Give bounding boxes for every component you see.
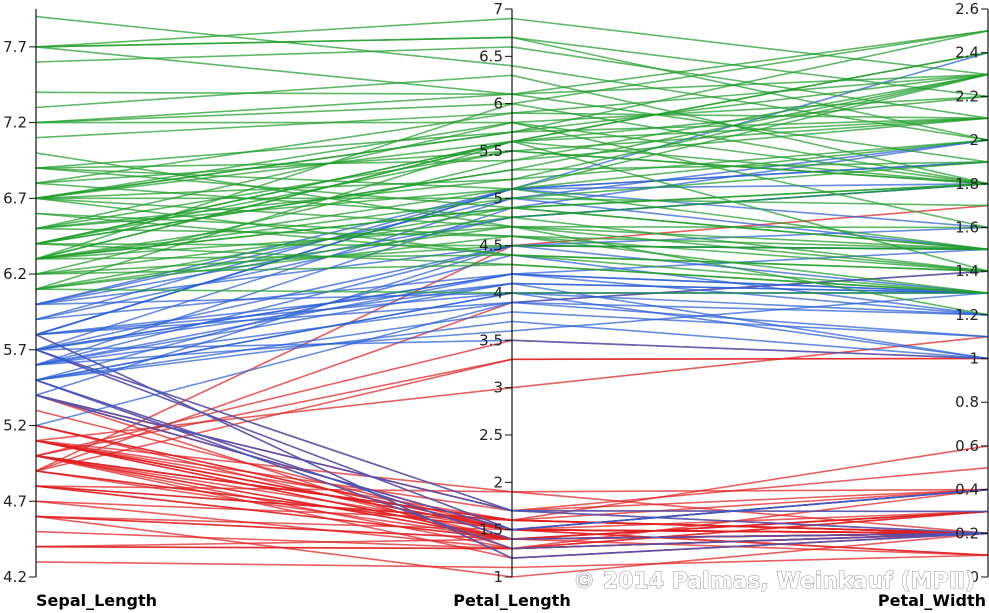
copyright-watermark: © 2014 Palmas, Weinkauf (MPII) (573, 569, 975, 594)
tick-label-2-9: 1.8 (955, 175, 979, 193)
axis-title-petal-width: Petal_Width (878, 591, 986, 610)
tick-label-1-7: 4.5 (479, 237, 503, 255)
tick-label-2-1: 0.2 (955, 524, 979, 542)
tick-label-1-2: 2 (493, 473, 503, 491)
tick-label-2-2: 0.4 (955, 481, 979, 499)
tick-label-0-2: 5.2 (3, 417, 27, 435)
tick-label-1-11: 6.5 (479, 47, 503, 65)
tick-label-2-13: 2.6 (955, 0, 979, 18)
tick-label-1-1: 1.5 (479, 521, 503, 539)
axis-title-petal-length: Petal_Length (453, 591, 570, 610)
tick-label-0-4: 6.2 (3, 265, 27, 283)
tick-label-2-3: 0.6 (955, 437, 979, 455)
tick-label-1-4: 3 (493, 379, 503, 397)
tick-label-1-12: 7 (493, 0, 503, 18)
tick-label-1-8: 5 (493, 189, 503, 207)
tick-label-2-5: 1 (969, 350, 979, 368)
tick-label-2-8: 1.6 (955, 218, 979, 236)
tick-label-2-4: 0.8 (955, 393, 979, 411)
tick-label-0-5: 6.7 (3, 189, 27, 207)
tick-label-1-0: 1 (493, 568, 503, 586)
tick-label-1-9: 5.5 (479, 142, 503, 160)
tick-label-2-10: 2 (969, 131, 979, 149)
tick-label-1-3: 2.5 (479, 426, 503, 444)
tick-label-0-0: 4.2 (3, 568, 27, 586)
tick-label-2-0: 0 (969, 568, 979, 586)
tick-label-1-5: 3.5 (479, 331, 503, 349)
axes-layer: 4.2 4.7 5.2 5.7 6.2 6.7 7.2 7.7 Sepal_Length 1 1.5… (3, 0, 989, 610)
tick-label-2-6: 1.2 (955, 306, 979, 324)
tick-label-1-10: 6 (493, 95, 503, 113)
axis-title-sepal-length: Sepal_Length (36, 591, 157, 610)
tick-label-1-6: 4 (493, 284, 503, 302)
tick-label-2-11: 2.2 (955, 87, 979, 105)
tick-label-2-7: 1.4 (955, 262, 979, 280)
tick-label-0-1: 4.7 (3, 492, 27, 510)
tick-label-0-3: 5.7 (3, 341, 27, 359)
tick-label-0-6: 7.2 (3, 114, 27, 132)
tick-label-2-12: 2.4 (955, 44, 979, 62)
tick-label-0-7: 7.7 (3, 38, 27, 56)
